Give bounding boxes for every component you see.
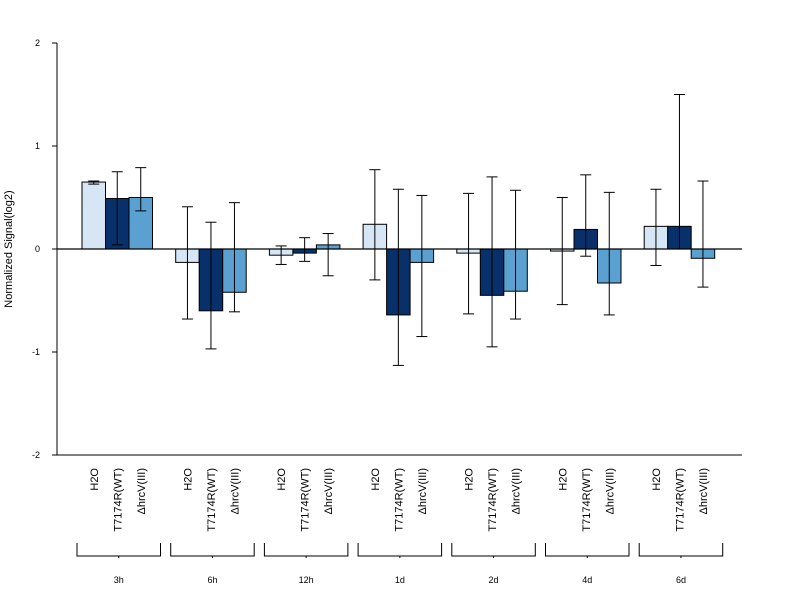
group-bracket [638, 543, 724, 557]
group-label: 6d [676, 575, 686, 585]
y-axis-title: Normalized Signal(log2) [3, 190, 15, 307]
category-label: T7174R(WT) [674, 468, 686, 532]
category-label: T7174R(WT) [112, 468, 124, 532]
group-label: 2d [489, 575, 499, 585]
category-label: T7174R(WT) [393, 468, 405, 532]
y-tick-label: -1 [32, 347, 40, 357]
group-bracket [263, 543, 349, 557]
category-label: H2O [370, 468, 382, 491]
group-label: 12h [299, 575, 314, 585]
group-label: 6h [207, 575, 217, 585]
group-bracket [451, 543, 536, 557]
category-label: H2O [557, 468, 569, 491]
group-label: 4d [582, 575, 592, 585]
y-tick-label: 2 [35, 38, 40, 48]
category-label: ΔhrcV(III) [417, 468, 429, 514]
category-label: ΔhrcV(III) [229, 468, 241, 514]
group-label: 3h [114, 575, 124, 585]
category-label: T7174R(WT) [300, 468, 312, 532]
category-label: T7174R(WT) [487, 468, 499, 532]
category-label: ΔhrcV(III) [604, 468, 616, 514]
category-label: H2O [182, 468, 194, 491]
category-label: ΔhrcV(III) [698, 468, 710, 514]
category-label: ΔhrcV(III) [136, 468, 148, 514]
group-bracket [170, 543, 255, 557]
category-label: H2O [276, 468, 288, 491]
group-label: 1d [395, 575, 405, 585]
y-tick-label: 1 [35, 141, 40, 151]
category-label: T7174R(WT) [206, 468, 218, 532]
category-label: ΔhrcV(III) [511, 468, 523, 514]
group-bracket [76, 543, 161, 557]
bar [81, 181, 106, 250]
y-tick-label: 0 [35, 244, 40, 254]
category-label: H2O [464, 468, 476, 491]
category-label: H2O [89, 468, 101, 491]
group-bracket [357, 543, 443, 557]
category-label: ΔhrcV(III) [323, 468, 335, 514]
category-label: H2O [651, 468, 663, 491]
category-label: T7174R(WT) [581, 468, 593, 532]
y-tick-label: -2 [32, 450, 40, 460]
group-bracket [545, 543, 630, 557]
